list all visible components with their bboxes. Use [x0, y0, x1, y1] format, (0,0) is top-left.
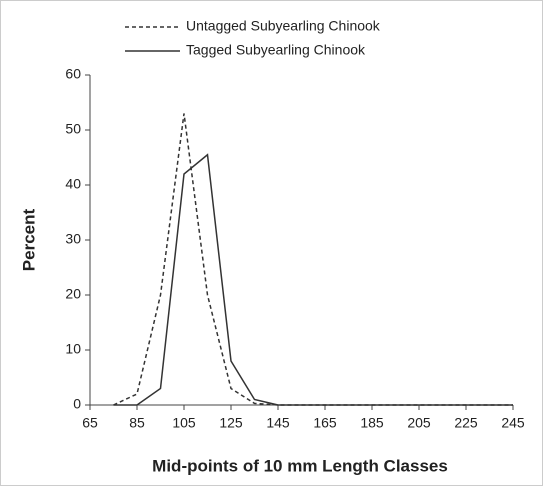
- x-tick-label: 205: [407, 415, 431, 431]
- x-tick-label: 85: [129, 415, 145, 431]
- y-tick-label: 20: [65, 286, 81, 302]
- y-tick-label: 30: [65, 231, 81, 247]
- x-tick-label: 105: [172, 415, 196, 431]
- y-tick-label: 50: [65, 121, 81, 137]
- series-line: [113, 153, 513, 406]
- legend-label: Tagged Subyearling Chinook: [186, 42, 366, 58]
- y-tick-label: 60: [65, 66, 81, 82]
- y-tick-label: 0: [73, 396, 81, 412]
- x-tick-label: 185: [360, 415, 384, 431]
- y-tick-label: 10: [65, 341, 81, 357]
- y-axis-label: Percent: [19, 208, 38, 271]
- x-tick-label: 245: [501, 415, 525, 431]
- x-tick-label: 65: [82, 415, 98, 431]
- series-line: [113, 113, 513, 406]
- x-tick-label: 125: [219, 415, 243, 431]
- legend-label: Untagged Subyearling Chinook: [186, 18, 381, 34]
- y-tick-label: 40: [65, 176, 81, 192]
- x-tick-label: 165: [313, 415, 337, 431]
- x-axis-label: Mid-points of 10 mm Length Classes: [152, 456, 448, 475]
- x-tick-label: 225: [454, 415, 478, 431]
- x-tick-label: 145: [266, 415, 290, 431]
